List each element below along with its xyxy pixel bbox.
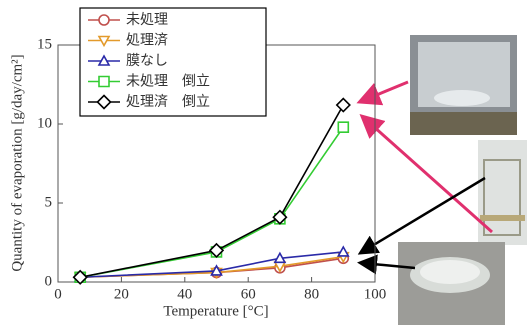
x-axis-label: Temperature [°C] bbox=[163, 303, 268, 319]
photo-3 bbox=[398, 242, 505, 325]
legend-marker bbox=[99, 15, 109, 25]
arrow bbox=[362, 82, 408, 101]
photo-2 bbox=[478, 140, 527, 245]
x-tick-label: 80 bbox=[304, 286, 319, 302]
chart: Temperature [°C] Quantity of evaporation… bbox=[0, 0, 527, 325]
marker bbox=[338, 247, 348, 256]
legend-label: 処理済 倒立 bbox=[126, 94, 210, 110]
x-tick-label: 0 bbox=[54, 286, 62, 302]
legend-label: 未処理 bbox=[126, 12, 168, 28]
y-tick-label: 0 bbox=[45, 273, 53, 289]
legend-label: 未処理 倒立 bbox=[126, 74, 210, 90]
y-tick-label: 15 bbox=[37, 36, 52, 52]
y-tick-label: 5 bbox=[45, 194, 53, 210]
x-tick-label: 40 bbox=[177, 286, 192, 302]
x-tick-label: 60 bbox=[241, 286, 256, 302]
marker bbox=[338, 122, 348, 132]
arrow bbox=[364, 118, 492, 232]
y-tick-label: 10 bbox=[37, 115, 52, 131]
marker bbox=[337, 99, 350, 112]
page: Temperature [°C] Quantity of evaporation… bbox=[0, 0, 527, 325]
y-axis-label: Quantity of evaporation [g/day/cm²] bbox=[9, 54, 25, 271]
arrow bbox=[362, 178, 485, 252]
legend-label: 処理済 bbox=[126, 33, 168, 49]
photo-1 bbox=[410, 35, 517, 135]
legend-marker bbox=[99, 77, 109, 87]
x-tick-label: 20 bbox=[114, 286, 129, 302]
x-tick-label: 100 bbox=[364, 286, 387, 302]
legend-label: 膜なし bbox=[126, 53, 168, 69]
